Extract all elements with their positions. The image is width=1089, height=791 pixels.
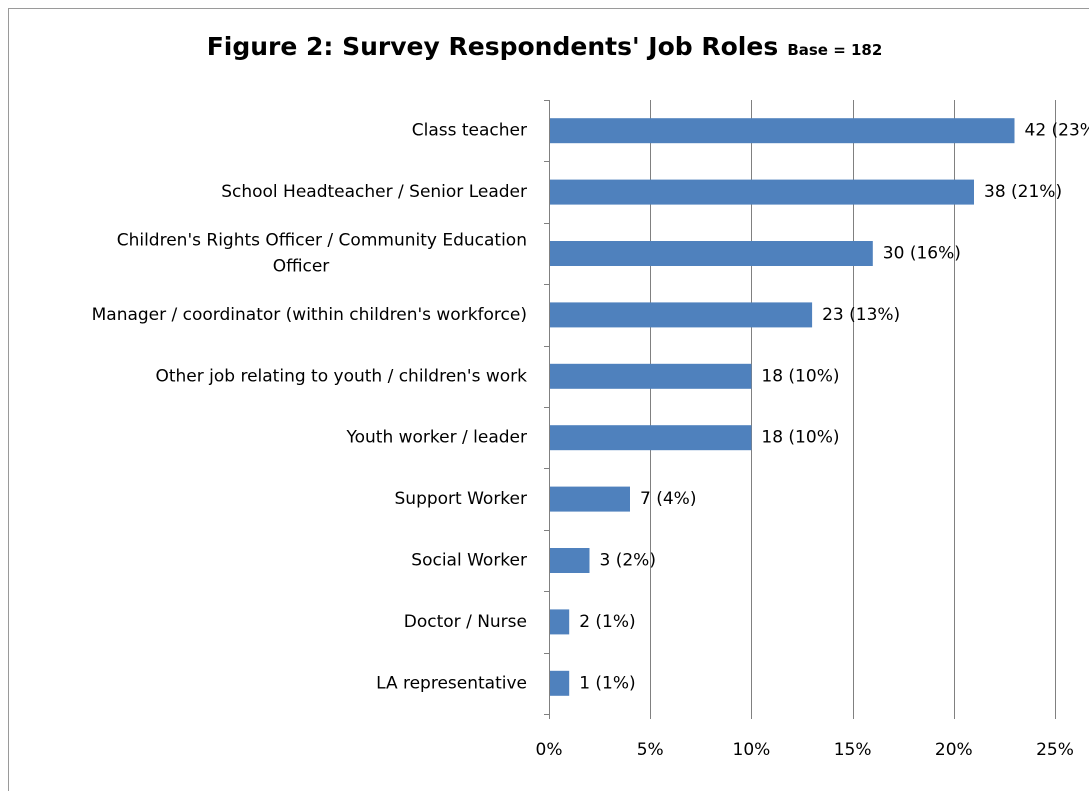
bar-1 — [550, 180, 974, 205]
x-tick-label-4: 20% — [935, 740, 973, 760]
data-label-6: 7 (4%) — [640, 489, 696, 509]
data-label-4: 18 (10%) — [761, 366, 839, 386]
category-label-4: Other job relating to youth / children's… — [155, 366, 527, 386]
data-label-3: 23 (13%) — [822, 305, 900, 325]
data-label-9: 1 (1%) — [579, 673, 635, 693]
category-label-6: Support Worker — [395, 489, 528, 509]
category-label-0: Class teacher — [412, 121, 527, 141]
category-label-7: Social Worker — [411, 551, 527, 571]
category-label-1: School Headteacher / Senior Leader — [221, 182, 527, 202]
x-tick-label-5: 25% — [1036, 740, 1074, 760]
bar-0 — [550, 118, 1015, 143]
data-label-8: 2 (1%) — [579, 612, 635, 632]
data-label-5: 18 (10%) — [761, 428, 839, 448]
data-label-1: 38 (21%) — [984, 182, 1062, 202]
data-label-0: 42 (23%) — [1025, 121, 1089, 141]
bar-2 — [550, 241, 873, 266]
bar-9 — [550, 671, 569, 696]
category-label-9: LA representative — [376, 673, 527, 693]
category-label-2-line-1: Officer — [273, 257, 330, 277]
bar-7 — [550, 548, 590, 573]
bar-6 — [550, 487, 630, 512]
x-tick-label-1: 5% — [637, 740, 664, 760]
category-label-3: Manager / coordinator (within children's… — [92, 305, 527, 325]
bar-8 — [550, 609, 569, 634]
x-tick-label-2: 10% — [733, 740, 771, 760]
data-label-2: 30 (16%) — [883, 244, 961, 264]
category-label-5: Youth worker / leader — [345, 428, 527, 448]
x-tick-label-0: 0% — [536, 740, 563, 760]
data-label-7: 3 (2%) — [600, 551, 656, 571]
bar-5 — [550, 425, 751, 450]
category-label-2-line-0: Children's Rights Officer / Community Ed… — [117, 231, 527, 251]
category-label-8: Doctor / Nurse — [404, 612, 527, 632]
bar-4 — [550, 364, 751, 389]
bar-3 — [550, 302, 812, 327]
x-tick-label-3: 15% — [834, 740, 872, 760]
